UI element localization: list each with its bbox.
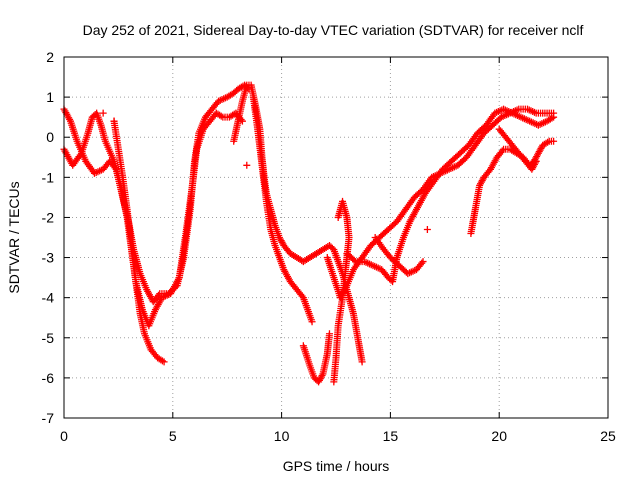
x-tick-label: 25 [600,428,616,444]
data-point-marker [531,159,539,167]
y-tick-label: -1 [42,169,55,185]
data-points [60,81,558,386]
series-track-5 [249,93,316,326]
data-point-marker [158,357,166,365]
data-point-marker [498,147,506,155]
axis-ticks [63,56,609,419]
chart-title: Day 252 of 2021, Sidereal Day-to-day VTE… [83,22,584,38]
x-tick-label: 20 [491,428,507,444]
data-point-marker [419,258,427,266]
series-track-10 [371,234,427,278]
axis-tick-labels: 0 5 10 15 20 25 -7 -6 -5 -4 -3 -2 -1 0 1 2 [42,49,616,444]
x-tick-label: 5 [169,428,177,444]
series-track-3 [110,117,168,366]
data-point-marker [334,213,342,221]
y-tick-label: -7 [42,410,55,426]
y-tick-label: 2 [46,49,54,65]
y-tick-label: 0 [46,129,54,145]
data-point-marker [110,117,118,125]
data-point-marker [318,371,326,379]
data-point-marker [532,157,540,165]
data-point-marker [243,161,251,169]
y-axis-label: SDTVAR / TECUs [6,181,22,293]
data-point-marker [350,256,358,264]
y-tick-label: -2 [42,209,55,225]
data-point-marker [423,225,431,233]
x-tick-label: 0 [60,428,68,444]
data-point-marker [325,330,333,338]
x-tick-label: 10 [274,428,290,444]
y-tick-label: 1 [46,89,54,105]
series-track-9 [343,105,558,286]
plot-frame [63,56,609,419]
data-point-marker [548,114,556,122]
x-tick-label: 15 [383,428,399,444]
y-tick-label: -3 [42,250,55,266]
data-point-marker [418,259,426,267]
series-track-12 [495,125,540,173]
y-tick-label: -6 [42,370,55,386]
data-point-marker [550,113,558,121]
data-point-marker [308,318,316,326]
x-axis-label: GPS time / hours [283,458,390,474]
series-track-6 [299,330,333,386]
data-point-marker [298,292,306,300]
data-point-marker [217,112,225,120]
series-isolated [99,109,431,233]
y-tick-label: -5 [42,330,55,346]
data-point-marker [358,358,366,366]
data-point-marker [99,109,107,117]
data-point-marker [544,138,552,146]
data-point-marker [550,137,558,145]
data-point-marker [160,358,168,366]
y-tick-label: -4 [42,290,55,306]
